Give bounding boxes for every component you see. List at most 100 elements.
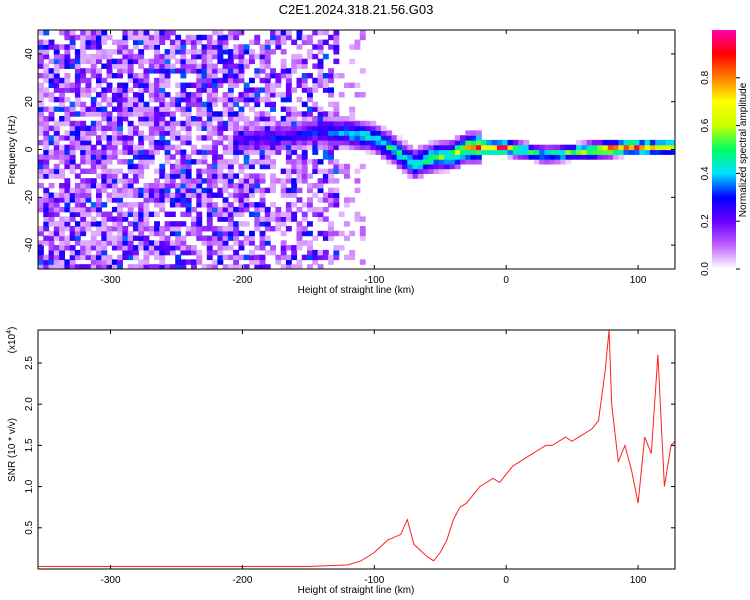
heatmap-cell xyxy=(96,58,102,65)
heatmap-cell xyxy=(270,211,276,217)
heatmap-cell xyxy=(111,149,118,155)
heatmap-cell xyxy=(53,87,60,93)
heatmap-cell xyxy=(249,106,255,112)
heatmap-cell xyxy=(275,226,282,232)
heatmap-cell xyxy=(275,216,282,222)
heatmap-cell xyxy=(233,254,240,261)
heatmap-cell xyxy=(243,206,250,213)
heatmap-cell xyxy=(90,87,97,93)
heatmap-cell xyxy=(80,53,87,60)
heatmap-cell xyxy=(317,135,324,141)
heatmap-cell xyxy=(106,139,113,146)
heatmap-cell xyxy=(460,159,466,165)
heatmap-cell xyxy=(196,87,203,93)
heatmap-cell xyxy=(106,159,113,165)
heatmap-cell xyxy=(117,149,123,155)
heatmap-cell xyxy=(164,58,171,65)
heatmap-cell xyxy=(460,139,466,146)
heatmap-cell xyxy=(555,149,561,155)
heatmap-cell xyxy=(275,30,282,36)
heatmap-cell xyxy=(85,159,92,165)
heatmap-cell xyxy=(259,216,266,222)
heatmap-cell xyxy=(285,139,292,146)
heatmap-cell xyxy=(222,206,229,213)
heatmap-cell xyxy=(655,149,662,155)
heatmap-cell xyxy=(159,125,166,131)
heatmap-cell xyxy=(270,183,276,189)
heatmap-cell xyxy=(628,149,635,155)
heatmap-cell xyxy=(122,111,129,117)
heatmap-cell xyxy=(565,154,572,160)
heatmap-cell xyxy=(586,149,593,155)
heatmap-cell xyxy=(349,197,356,203)
heatmap-cell xyxy=(454,159,461,165)
heatmap-cell xyxy=(196,173,203,179)
heatmap-cell xyxy=(359,130,366,136)
heatmap-cell xyxy=(175,135,182,141)
heatmap-cell xyxy=(249,87,255,93)
heatmap-cell xyxy=(117,254,123,261)
heatmap-cell xyxy=(169,96,176,103)
heatmap-cell xyxy=(576,139,582,146)
heatmap-cell xyxy=(38,254,44,261)
heatmap-cell xyxy=(212,73,218,79)
heatmap-cell xyxy=(233,197,240,203)
heatmap-cell xyxy=(133,44,139,50)
heatmap-cell xyxy=(80,154,87,160)
heatmap-cell xyxy=(169,264,176,269)
heatmap-cell xyxy=(185,49,192,55)
heatmap-cell xyxy=(613,139,619,146)
heatmap-cell xyxy=(111,130,118,136)
heatmap-cell xyxy=(396,149,403,155)
heatmap-cell xyxy=(90,245,97,251)
heatmap-cell xyxy=(233,101,240,108)
heatmap-cell xyxy=(586,154,593,160)
heatmap-cell xyxy=(354,125,361,131)
heatmap-cell xyxy=(96,39,102,45)
heatmap-cell xyxy=(69,197,76,203)
heatmap-cell xyxy=(180,87,187,93)
heatmap-cell xyxy=(227,168,234,174)
heatmap-cell xyxy=(307,245,313,251)
heatmap-cell xyxy=(607,139,614,146)
heatmap-cell xyxy=(74,34,81,41)
heatmap-cell xyxy=(96,264,102,269)
heatmap-cell xyxy=(154,125,160,131)
heatmap-cell xyxy=(80,240,87,246)
heatmap-cell xyxy=(80,245,87,251)
heatmap-cell xyxy=(301,101,308,108)
heatmap-cell xyxy=(85,68,92,74)
heatmap-cell xyxy=(138,77,145,84)
heatmap-cell xyxy=(53,144,60,151)
heatmap-cell xyxy=(328,259,334,265)
heatmap-cell xyxy=(64,130,71,136)
heatmap-cell xyxy=(333,202,340,208)
heatmap-cell xyxy=(169,30,176,36)
heatmap-cell xyxy=(206,130,213,136)
heatmap-cell xyxy=(238,240,245,246)
heatmap-cell xyxy=(38,245,44,251)
heatmap-cell xyxy=(38,206,44,213)
heatmap-cell xyxy=(322,249,329,256)
heatmap-cell xyxy=(285,178,292,184)
heatmap-cell xyxy=(159,116,166,122)
heatmap-cell xyxy=(291,116,298,122)
heatmap-cell xyxy=(90,96,97,103)
heatmap-cell xyxy=(328,197,334,203)
heatmap-cell xyxy=(586,139,593,146)
heatmap-cell xyxy=(180,168,187,174)
heatmap-cell xyxy=(206,168,213,174)
heatmap-cell xyxy=(159,135,166,141)
heatmap-cell xyxy=(127,130,134,136)
heatmap-cell xyxy=(201,235,208,241)
heatmap-cell xyxy=(48,230,55,237)
heatmap-cell xyxy=(206,187,213,194)
heatmap-cell xyxy=(96,173,102,179)
heatmap-cell xyxy=(185,226,192,232)
heatmap-cell xyxy=(201,154,208,160)
heatmap-cell xyxy=(80,130,87,136)
heatmap-cell xyxy=(307,135,313,141)
heatmap-cell xyxy=(570,144,577,151)
heatmap-cell xyxy=(217,216,224,222)
heatmap-cell xyxy=(196,39,203,45)
